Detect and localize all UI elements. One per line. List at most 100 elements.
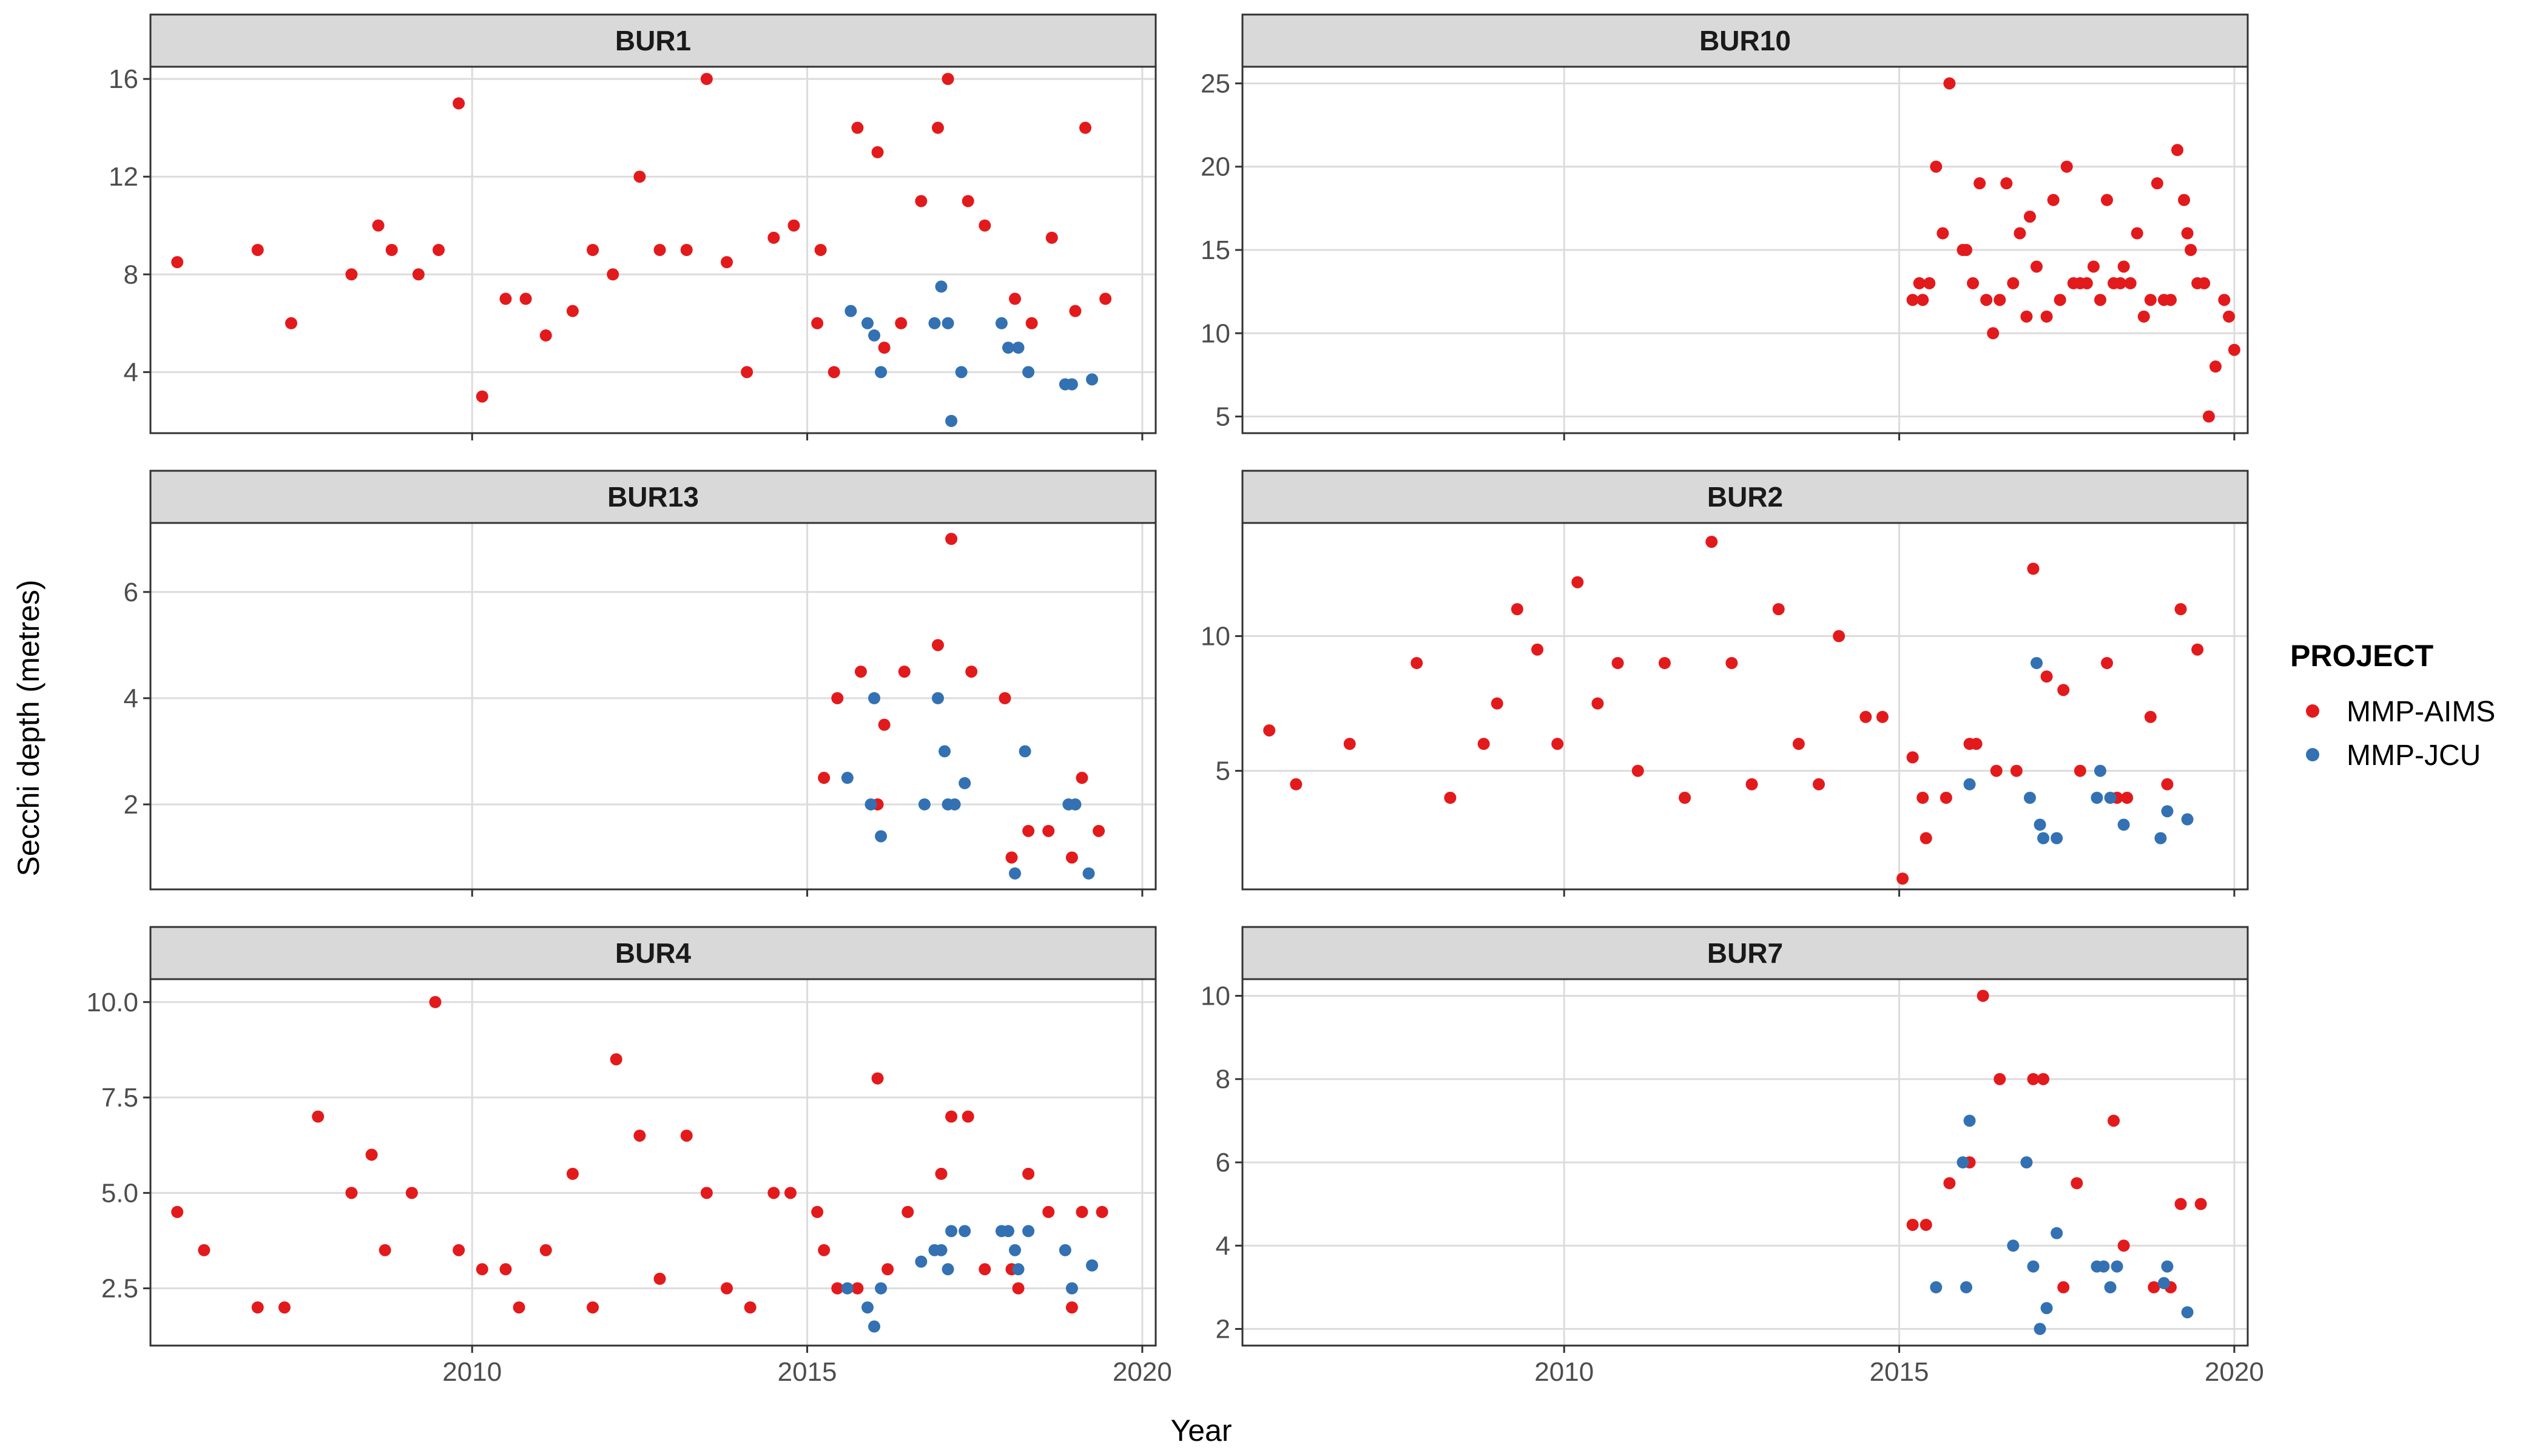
data-point <box>861 1301 874 1314</box>
data-point <box>1960 244 1973 256</box>
data-point <box>1906 1218 1919 1231</box>
data-point <box>979 1263 991 1276</box>
x-tick-label: 2015 <box>1870 1357 1929 1387</box>
data-point <box>1960 1281 1973 1293</box>
x-tick-label: 2010 <box>442 1357 502 1387</box>
data-point <box>2087 260 2100 273</box>
data-point <box>1936 227 1949 240</box>
data-point <box>959 1225 971 1238</box>
y-tick-label: 5.0 <box>101 1178 138 1208</box>
strip-bur1 <box>149 13 1157 68</box>
data-point <box>915 195 928 207</box>
data-point <box>2034 1323 2046 1335</box>
data-point <box>854 666 867 678</box>
data-point <box>1916 792 1929 804</box>
data-point <box>433 244 445 256</box>
data-point <box>1065 851 1078 864</box>
data-point <box>962 195 974 207</box>
data-point <box>1009 292 1022 305</box>
y-axis-title: Secchi depth (metres) <box>12 579 46 876</box>
data-point <box>1859 710 1872 723</box>
data-point <box>385 244 398 256</box>
data-point <box>2007 1239 2020 1252</box>
series-mmp-jcu <box>841 1225 1099 1333</box>
data-point <box>1025 317 1038 329</box>
data-point <box>285 317 297 329</box>
data-point <box>171 256 184 269</box>
data-point <box>1679 792 1691 804</box>
data-point <box>1012 342 1025 354</box>
strip-title-bur1: BUR1 <box>615 25 691 56</box>
data-point <box>2209 360 2222 373</box>
data-point <box>2071 1177 2083 1190</box>
panel-border <box>149 522 1157 891</box>
data-point <box>700 73 713 86</box>
data-point <box>831 1282 844 1295</box>
data-point <box>1725 656 1738 669</box>
panel-bur1: BUR1 4 8 12 16 <box>109 13 1157 440</box>
data-point <box>1813 778 1825 790</box>
data-point <box>2117 818 2130 831</box>
y-tick-label: 2 <box>1216 1315 1230 1344</box>
data-point <box>513 1301 525 1314</box>
data-point <box>1994 294 2006 306</box>
data-point <box>2104 792 2117 804</box>
data-point <box>1022 824 1035 837</box>
data-point <box>841 772 854 784</box>
data-point <box>1658 656 1671 669</box>
data-point <box>1987 327 2000 340</box>
data-point <box>1913 277 1926 289</box>
y-tick-label: 6 <box>1216 1148 1230 1178</box>
data-point <box>2010 764 2023 777</box>
panel-bur4: BUR4 2.5 5.0 7.5 10.0 2010 2015 2020 <box>86 926 1172 1387</box>
data-point <box>2174 1198 2187 1210</box>
data-point <box>1896 872 1909 885</box>
data-point <box>767 231 780 244</box>
data-point <box>1012 1263 1025 1276</box>
data-point <box>2117 260 2130 273</box>
data-point <box>851 121 864 134</box>
y-tick-label: 7.5 <box>101 1083 138 1113</box>
data-point <box>1042 824 1055 837</box>
y-tick-label: 10 <box>1201 981 1230 1011</box>
data-point <box>1906 751 1919 764</box>
y-tick-label: 5 <box>1216 402 1230 432</box>
data-point <box>2023 211 2036 223</box>
data-point <box>1772 603 1785 616</box>
data-point <box>1977 989 1989 1002</box>
data-point <box>939 745 951 758</box>
data-point <box>875 830 888 843</box>
data-point <box>851 1282 864 1295</box>
data-point <box>1916 294 1929 306</box>
y-tick-label: 16 <box>109 64 138 94</box>
data-point <box>979 219 991 232</box>
data-point <box>2037 1073 2050 1085</box>
data-point <box>1076 1205 1088 1218</box>
data-point <box>372 219 385 232</box>
y-tick-label: 4 <box>1216 1231 1230 1261</box>
data-point <box>379 1244 391 1256</box>
data-point <box>2104 1281 2117 1293</box>
data-point <box>312 1110 325 1123</box>
data-point <box>1906 294 1919 306</box>
data-point <box>2202 410 2215 423</box>
data-point <box>965 666 978 678</box>
data-point <box>607 268 619 281</box>
data-point <box>2027 1260 2040 1273</box>
data-point <box>278 1301 291 1314</box>
data-point <box>2080 277 2093 289</box>
data-point <box>2191 643 2204 656</box>
data-point <box>2097 1260 2110 1273</box>
data-point <box>2194 1198 2207 1210</box>
data-point <box>365 1148 378 1161</box>
data-point <box>405 1187 418 1199</box>
data-point <box>2181 227 2194 240</box>
data-point <box>2051 1227 2063 1239</box>
data-point <box>1263 724 1276 736</box>
data-point <box>453 1244 465 1256</box>
data-point <box>918 798 931 811</box>
data-point <box>2218 294 2231 306</box>
y-tick-label: 8 <box>1216 1065 1230 1094</box>
data-point <box>2164 294 2177 306</box>
data-point <box>251 1301 264 1314</box>
